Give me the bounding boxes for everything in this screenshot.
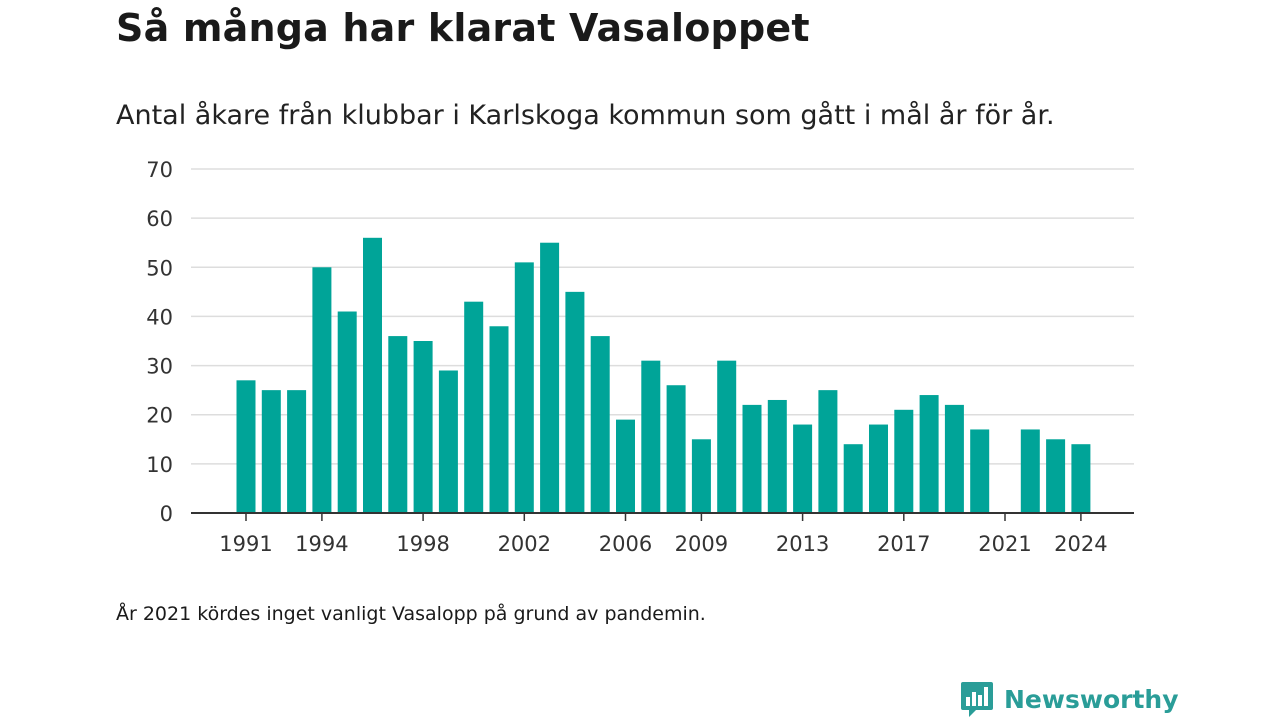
bar-2007 (641, 360, 661, 513)
y-tick-label: 10 (146, 453, 173, 477)
brand-logo: Newsworthy (960, 680, 1179, 718)
bar-2000 (464, 301, 484, 513)
bar-2004 (565, 291, 585, 513)
y-tick-label: 40 (146, 305, 173, 329)
bar-2003 (540, 242, 560, 513)
footnote: År 2021 kördes inget vanligt Vasalopp på… (116, 603, 706, 625)
bar-chart: 0 10 20 30 40 50 60 70 1991 1994 1998 2002 2006 2009… (146, 158, 1134, 556)
x-tick-label: 2013 (776, 532, 829, 556)
bar-2013 (793, 424, 813, 513)
bar-2020 (970, 429, 990, 513)
y-tick-label: 20 (146, 404, 173, 428)
y-tick-label: 30 (146, 355, 173, 379)
bar-2001 (489, 326, 509, 513)
x-tick-label: 2009 (675, 532, 728, 556)
bar-2019 (944, 404, 964, 513)
y-axis-ticks: 0 10 20 30 40 50 60 70 (146, 158, 173, 526)
bar-2023 (1046, 439, 1066, 513)
y-tick-label: 0 (160, 502, 173, 526)
x-tick-label: 1998 (396, 532, 449, 556)
bar-2006 (616, 419, 635, 513)
bar-2017 (894, 409, 914, 513)
gridlines (191, 168, 1134, 465)
x-tick-label: 2006 (599, 532, 652, 556)
newsworthy-logo-icon (961, 682, 993, 717)
bar-2014 (818, 390, 838, 513)
bar-1995 (337, 311, 357, 513)
bar-2008 (666, 385, 686, 513)
bar-2015 (843, 444, 863, 513)
y-tick-label: 50 (146, 256, 173, 280)
bar-1993 (287, 390, 307, 513)
x-tick-label: 2017 (877, 532, 930, 556)
chart-title: Så många har klarat Vasaloppet (116, 6, 810, 50)
x-tick-label: 2021 (978, 532, 1031, 556)
bar-2012 (767, 399, 787, 513)
bar-1992 (261, 390, 281, 513)
bar-1999 (438, 370, 458, 513)
x-tick-label: 2024 (1054, 532, 1107, 556)
bar-2022 (1020, 429, 1040, 513)
x-tick-label: 1994 (295, 532, 348, 556)
x-tick-label: 1991 (219, 532, 272, 556)
x-axis-ticks: 1991 1994 1998 2002 2006 2009 2013 2017 2021 2024 (219, 513, 1108, 556)
x-tick-label: 2002 (498, 532, 551, 556)
bar-1997 (388, 336, 408, 513)
chart-subtitle: Antal åkare från klubbar i Karlskoga kom… (116, 100, 1055, 131)
bar-2002 (514, 262, 534, 513)
bar-1996 (363, 237, 382, 514)
bar-1998 (413, 341, 433, 513)
bar-2005 (590, 336, 610, 513)
bars (236, 237, 1091, 514)
bar-2016 (869, 424, 888, 513)
bar-1991 (236, 380, 256, 513)
y-tick-label: 70 (146, 158, 173, 182)
bar-2018 (919, 395, 939, 513)
bar-2010 (717, 360, 737, 513)
bar-1994 (312, 267, 332, 513)
bar-2009 (691, 439, 711, 513)
bar-2024 (1071, 444, 1091, 513)
y-tick-label: 60 (146, 207, 173, 231)
brand-name: Newsworthy (1004, 684, 1179, 714)
bar-2011 (742, 404, 762, 513)
